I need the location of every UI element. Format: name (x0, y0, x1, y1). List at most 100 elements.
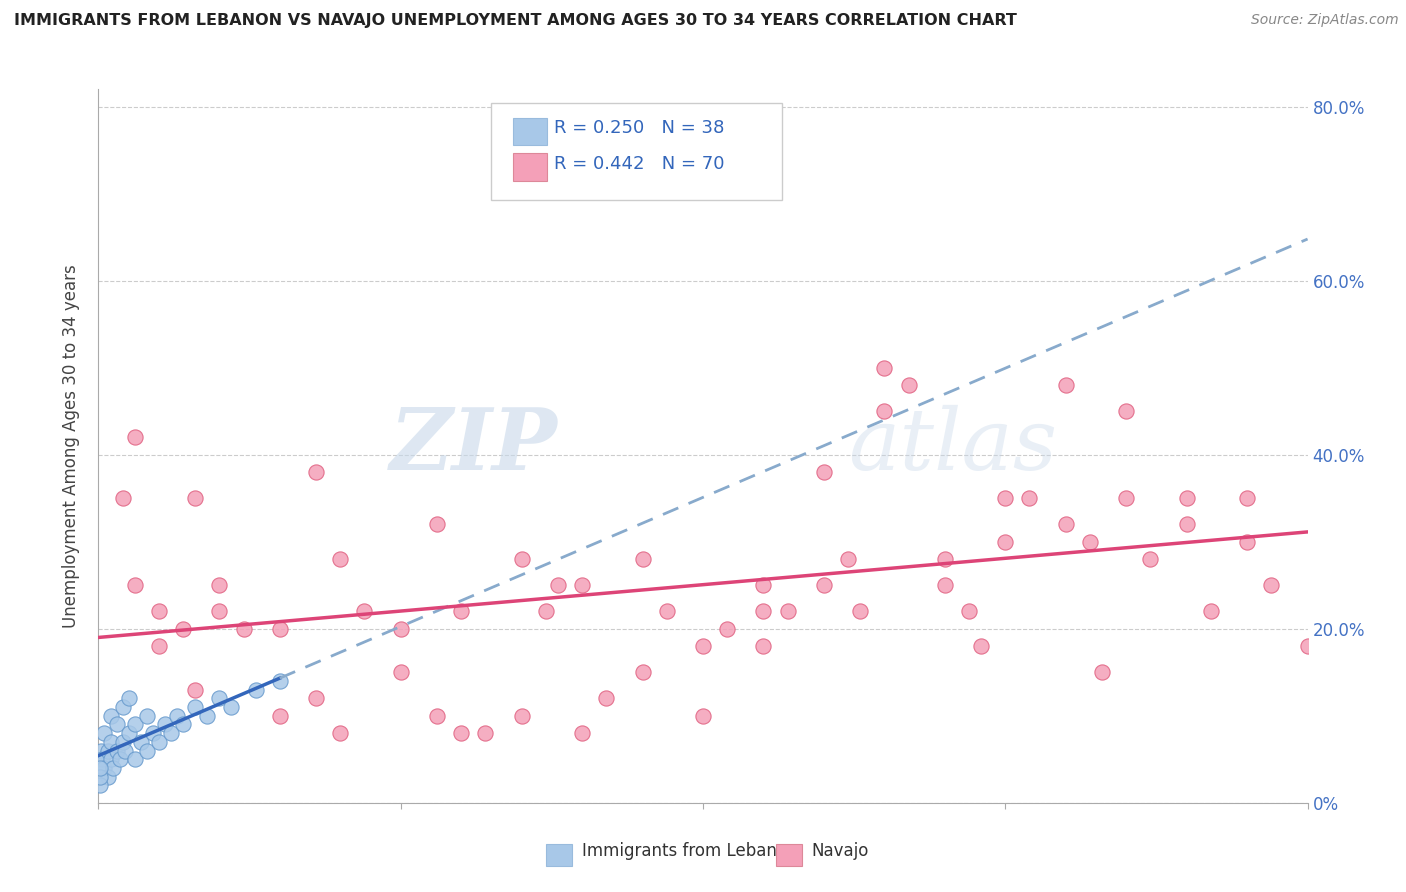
Point (631, 552, 654, 566)
FancyBboxPatch shape (546, 844, 572, 865)
Point (934, 552, 956, 566)
Point (195, 708, 218, 723)
Point (1091, 665, 1114, 680)
Point (1236, 491, 1258, 506)
Point (129, 735, 152, 749)
Point (1139, 552, 1161, 566)
Point (184, 491, 207, 506)
Point (91, 752, 114, 766)
Point (873, 404, 896, 418)
Point (245, 682, 267, 697)
Point (1018, 491, 1040, 506)
Point (595, 691, 617, 706)
Point (105, 743, 128, 757)
Point (450, 604, 472, 618)
Point (124, 578, 146, 592)
Point (389, 665, 412, 680)
Point (716, 622, 738, 636)
Point (1296, 639, 1319, 653)
Point (114, 743, 136, 757)
Point (1175, 491, 1198, 506)
Text: IMMIGRANTS FROM LEBANON VS NAVAJO UNEMPLOYMENT AMONG AGES 30 TO 34 YEARS CORRELA: IMMIGRANTS FROM LEBANON VS NAVAJO UNEMPL… (14, 13, 1017, 29)
FancyBboxPatch shape (776, 844, 803, 865)
Point (389, 622, 412, 636)
Point (135, 743, 157, 757)
Point (105, 717, 128, 731)
Point (1054, 517, 1077, 532)
Point (93, 726, 115, 740)
Point (1175, 517, 1198, 532)
Point (571, 726, 593, 740)
Point (148, 639, 170, 653)
Point (208, 691, 231, 706)
Point (655, 604, 678, 618)
Point (1199, 604, 1222, 618)
Point (111, 700, 134, 714)
Point (90, 743, 112, 757)
Point (305, 691, 328, 706)
Point (184, 682, 207, 697)
Point (124, 752, 146, 766)
Point (269, 673, 291, 688)
Point (957, 604, 980, 618)
Point (305, 465, 328, 479)
Point (1236, 534, 1258, 549)
Point (897, 378, 920, 392)
Point (93, 761, 115, 775)
Point (752, 604, 775, 618)
Point (269, 622, 291, 636)
Point (153, 717, 176, 731)
Point (89, 761, 111, 775)
Point (124, 717, 146, 731)
Point (426, 708, 449, 723)
Point (510, 552, 533, 566)
Point (934, 578, 956, 592)
Point (994, 491, 1017, 506)
Text: Immigrants from Lebanon: Immigrants from Lebanon (582, 842, 797, 860)
Point (1054, 378, 1077, 392)
Point (849, 604, 872, 618)
Text: atlas: atlas (848, 405, 1057, 487)
Point (208, 578, 231, 592)
Point (166, 708, 188, 723)
Point (97, 743, 120, 757)
Point (172, 622, 194, 636)
Point (1078, 534, 1101, 549)
Point (232, 622, 254, 636)
Point (118, 691, 141, 706)
Text: R = 0.442   N = 70: R = 0.442 N = 70 (554, 155, 724, 173)
Point (776, 604, 799, 618)
Point (571, 578, 593, 592)
Point (329, 552, 352, 566)
Point (631, 665, 654, 680)
Point (269, 708, 291, 723)
Point (813, 578, 835, 592)
Point (873, 360, 896, 375)
Point (100, 708, 122, 723)
Point (353, 604, 375, 618)
FancyBboxPatch shape (492, 103, 782, 200)
Point (124, 430, 146, 444)
Point (474, 726, 496, 740)
Point (100, 735, 122, 749)
Point (89, 778, 111, 792)
Point (692, 708, 714, 723)
Text: R = 0.250   N = 38: R = 0.250 N = 38 (554, 120, 724, 137)
Point (118, 726, 141, 740)
Point (111, 735, 134, 749)
Point (208, 604, 231, 618)
Text: Navajo: Navajo (811, 842, 869, 860)
Point (160, 726, 183, 740)
Point (994, 534, 1017, 549)
Point (148, 735, 170, 749)
Point (100, 752, 122, 766)
Point (510, 708, 533, 723)
Point (547, 578, 569, 592)
Point (221, 700, 243, 714)
Point (970, 639, 993, 653)
Point (752, 639, 775, 653)
Point (97, 770, 120, 784)
Point (1115, 404, 1137, 418)
Text: ZIP: ZIP (389, 404, 558, 488)
Point (426, 517, 449, 532)
